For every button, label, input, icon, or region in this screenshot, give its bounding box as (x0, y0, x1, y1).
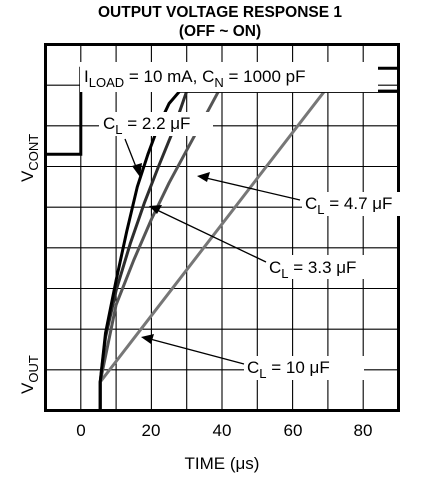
x-tick-label-60: 60 (284, 421, 303, 440)
x-tick-label-0: 0 (76, 421, 85, 440)
svg-text:CL = 10 μF: CL = 10 μF (247, 358, 330, 381)
annotations: CL = 2.2 μF CL = 4.7 μF CL = 3.3 μF CL =… (99, 112, 420, 381)
plot-frame (44, 43, 400, 412)
annotation-cl-4-7: CL = 4.7 μF (197, 172, 420, 217)
y-label-vcont: VCONT (18, 134, 41, 182)
condition-text: ILOAD = 10 mA, CN = 1000 pF (84, 67, 306, 90)
grid (45, 44, 399, 411)
chart-title: OUTPUT VOLTAGE RESPONSE 1 (98, 4, 342, 21)
series-line-4-7-f (98, 89, 399, 411)
condition-box (80, 62, 378, 92)
x-axis-label: TIME (μs) (185, 454, 260, 473)
annotation-cl-10: CL = 10 μF (141, 334, 364, 381)
x-tick-label-80: 80 (354, 421, 373, 440)
chart-subtitle: (OFF ~ ON) (179, 23, 261, 40)
svg-text:CL = 2.2 μF: CL = 2.2 μF (103, 114, 190, 137)
y-label-vout: VOUT (18, 355, 41, 394)
x-tick-label-40: 40 (213, 421, 232, 440)
x-tick-label-20: 20 (142, 421, 161, 440)
svg-text:CL = 3.3 μF: CL = 3.3 μF (269, 258, 356, 281)
annotation-cl-3-3: CL = 3.3 μF (149, 205, 386, 281)
svg-text:CL = 4.7 μF: CL = 4.7 μF (305, 194, 392, 217)
annotation-cl-2-2: CL = 2.2 μF (99, 112, 213, 177)
series-line-2-2-f (98, 89, 399, 411)
